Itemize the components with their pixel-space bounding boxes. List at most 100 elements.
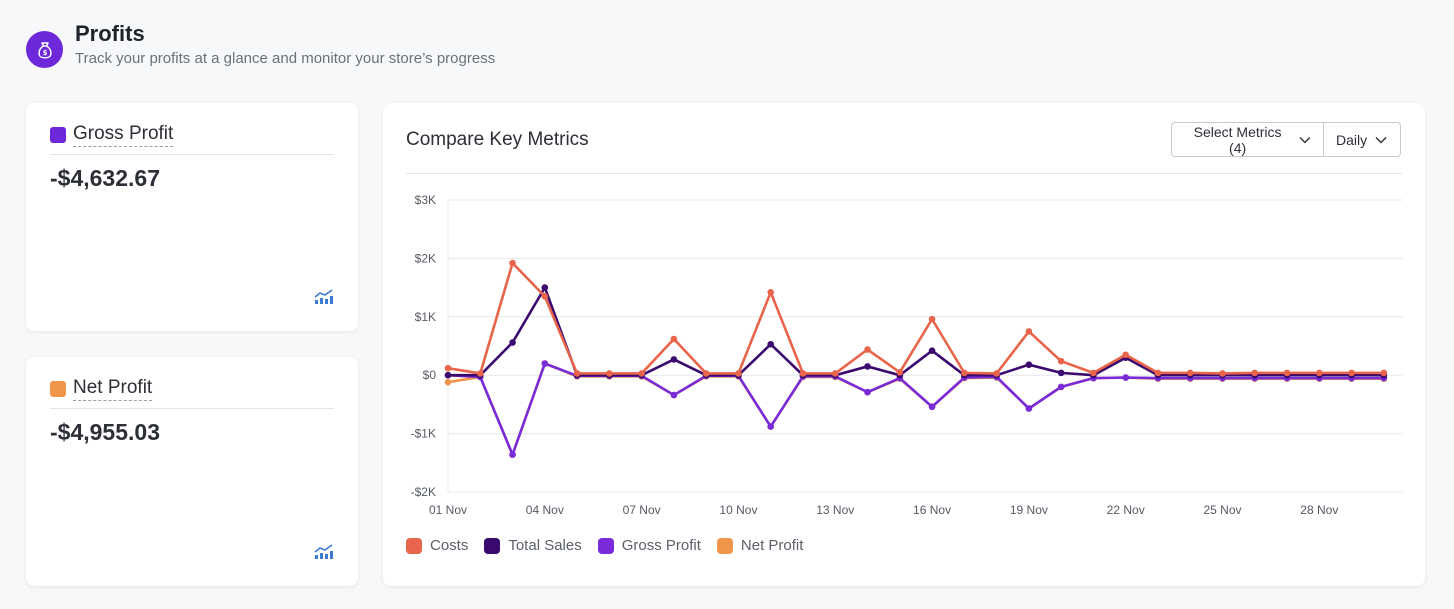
data-point: [1057, 357, 1065, 365]
data-point: [541, 360, 549, 367]
divider: [50, 408, 334, 409]
data-point: [1090, 369, 1097, 377]
data-point: [993, 370, 1000, 377]
data-point: [444, 371, 452, 379]
data-point: [961, 369, 968, 377]
interval-dropdown[interactable]: Daily: [1324, 122, 1401, 157]
x-tick-label: 13 Nov: [816, 503, 854, 517]
data-point: [702, 370, 710, 377]
data-point: [831, 370, 839, 377]
chart-controls: Select Metrics (4) Daily: [1171, 122, 1401, 157]
data-point: [541, 284, 549, 291]
data-point: [767, 288, 775, 296]
gross-profit-swatch: [50, 127, 66, 143]
divider: [406, 173, 1402, 174]
y-tick-label: $2K: [415, 251, 436, 265]
net-profit-value: -$4,955.03: [50, 419, 160, 445]
data-point: [1154, 369, 1162, 377]
data-point: [670, 391, 678, 399]
money-bag-icon: $: [26, 31, 63, 68]
select-metrics-label: Select Metrics (4): [1193, 123, 1282, 156]
x-tick-label: 01 Nov: [429, 503, 467, 517]
data-point: [1186, 369, 1194, 377]
legend-item-net-profit[interactable]: Net Profit: [716, 537, 804, 554]
select-metrics-button[interactable]: Select Metrics (4): [1171, 122, 1324, 157]
compare-metrics-card: Compare Key Metrics Select Metrics (4) D…: [383, 103, 1425, 586]
data-point: [573, 370, 581, 377]
data-point: [864, 363, 871, 370]
data-point: [864, 346, 871, 353]
data-point: [1122, 374, 1129, 381]
data-point: [509, 339, 516, 346]
chart-legend: Costs Total Sales Gross Profit Net Profit: [406, 537, 819, 554]
data-point: [670, 356, 678, 363]
x-tick-label: 04 Nov: [526, 503, 564, 517]
data-point: [1025, 405, 1033, 412]
y-tick-label: $1K: [415, 310, 436, 324]
page-header: $ Profits Track your profits at a glance…: [26, 20, 495, 68]
legend-label: Gross Profit: [621, 537, 701, 554]
data-point: [444, 378, 452, 386]
legend-swatch: [597, 537, 614, 554]
divider: [50, 154, 334, 155]
net-profit-label[interactable]: Net Profit: [73, 377, 153, 401]
chart-title: Compare Key Metrics: [406, 129, 589, 150]
data-point: [638, 370, 645, 377]
data-point: [928, 315, 936, 323]
data-point: [896, 368, 904, 376]
data-point: [476, 370, 484, 377]
data-point: [767, 340, 775, 348]
x-tick-label: 25 Nov: [1203, 503, 1241, 517]
y-tick-label: -$1K: [411, 427, 436, 441]
data-point: [670, 335, 678, 343]
trend-chart-icon[interactable]: [314, 544, 334, 560]
data-point: [1348, 369, 1355, 377]
chevron-down-icon: [1375, 136, 1387, 143]
y-tick-label: $0: [423, 368, 437, 382]
data-point: [509, 451, 516, 458]
legend-item-total-sales[interactable]: Total Sales: [484, 537, 582, 554]
data-point: [1025, 361, 1033, 368]
data-point: [1380, 369, 1388, 377]
interval-label: Daily: [1336, 131, 1368, 148]
legend-item-costs[interactable]: Costs: [406, 537, 468, 554]
data-point: [1057, 369, 1065, 377]
data-point: [1283, 369, 1291, 377]
legend-item-gross-profit[interactable]: Gross Profit: [597, 537, 701, 554]
x-tick-label: 10 Nov: [719, 503, 757, 517]
data-point: [606, 370, 613, 377]
data-point: [509, 259, 516, 267]
page-subtitle: Track your profits at a glance and monit…: [75, 50, 496, 67]
y-tick-label: -$2K: [411, 485, 436, 499]
data-point: [1219, 370, 1226, 377]
data-point: [767, 423, 775, 430]
data-point: [1057, 383, 1065, 391]
data-point: [1251, 369, 1259, 377]
data-point: [444, 364, 452, 372]
data-point: [1025, 328, 1033, 335]
data-point: [541, 293, 549, 300]
net-profit-swatch: [50, 381, 66, 397]
series-line-total-sales: [448, 286, 1384, 377]
data-point: [1316, 369, 1323, 377]
x-tick-label: 16 Nov: [913, 503, 951, 517]
svg-text:$: $: [42, 49, 47, 57]
legend-label: Net Profit: [740, 537, 804, 554]
x-tick-label: 19 Nov: [1010, 503, 1048, 517]
x-tick-label: 22 Nov: [1107, 503, 1145, 517]
chevron-down-icon: [1299, 136, 1311, 143]
x-tick-label: 28 Nov: [1300, 503, 1338, 517]
data-point: [1122, 351, 1129, 359]
data-point: [928, 403, 936, 411]
data-point: [735, 370, 742, 377]
y-tick-label: $3K: [415, 193, 436, 207]
data-point: [864, 388, 871, 396]
data-point: [799, 370, 807, 377]
legend-swatch: [484, 537, 501, 554]
page-title: Profits: [75, 21, 145, 46]
line-chart[interactable]: $3K $2K $1K $0 -$1K -$2K 01 Nov 04 Nov 07 Nov 10 …: [383, 103, 1425, 533]
gross-profit-value: -$4,632.67: [50, 165, 160, 191]
net-profit-card: Net Profit -$4,955.03: [26, 357, 358, 586]
trend-chart-icon[interactable]: [314, 289, 334, 305]
gross-profit-label[interactable]: Gross Profit: [73, 123, 174, 147]
